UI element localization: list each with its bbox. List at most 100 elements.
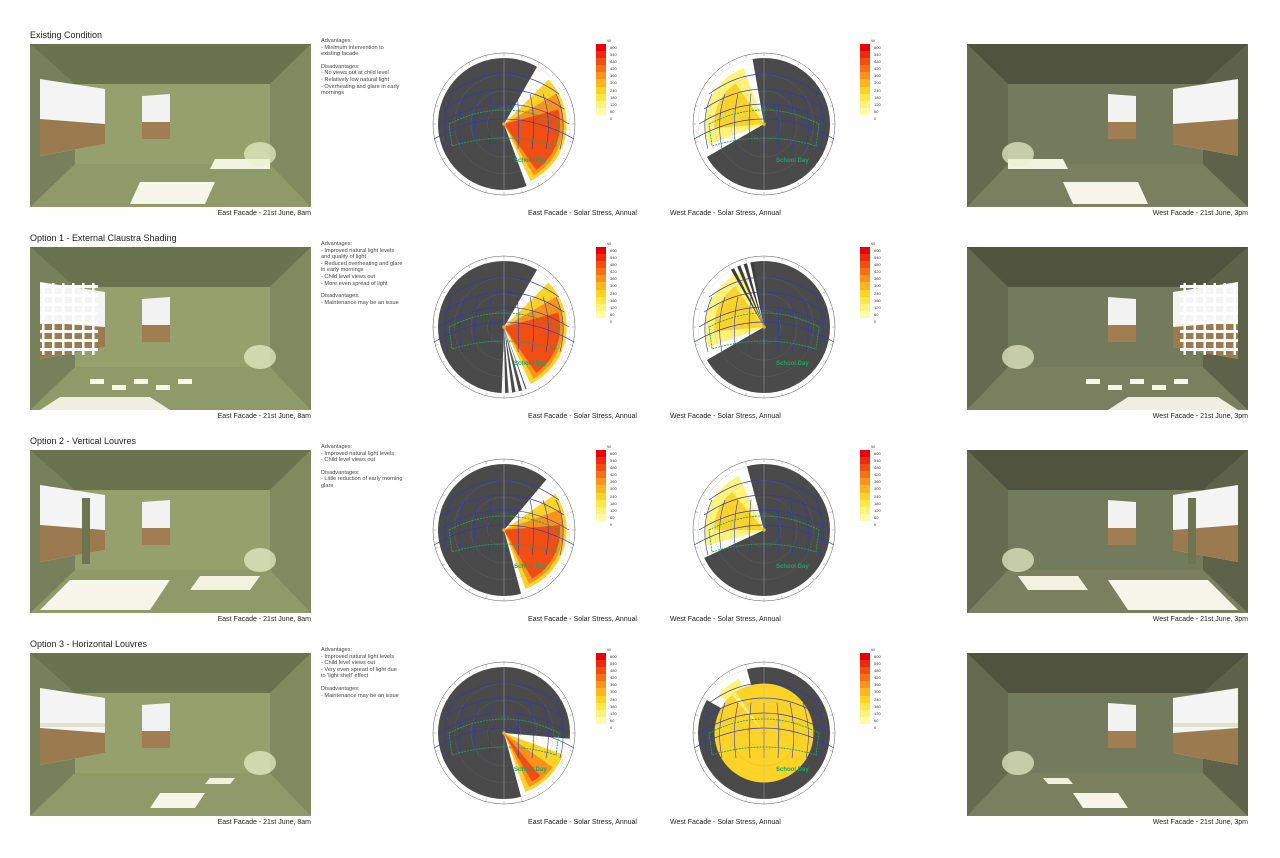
tick <box>797 791 800 795</box>
east-diagram-caption: East Facade - Solar Stress, Annual <box>528 616 637 623</box>
hour-line <box>529 296 534 353</box>
east-legend: W 600 540 480 420 360 300 240 180 120 60 0 <box>596 38 622 123</box>
legend-value: 240 <box>874 493 881 499</box>
hour-line <box>719 93 726 150</box>
legend-swatch: 300 <box>596 282 617 290</box>
tick <box>569 511 573 513</box>
sun-path-chart: School Day <box>692 458 836 602</box>
side-wall <box>270 653 311 816</box>
school-day-region <box>708 515 820 553</box>
sun-path-chart: School Day <box>692 52 836 196</box>
west-diagram-caption: West Facade - Solar Stress, Annual <box>670 210 781 217</box>
room-render <box>967 450 1248 613</box>
notes: Advantages: - Improved natural light leve… <box>321 647 403 699</box>
back-wall <box>75 84 270 164</box>
tick <box>453 374 457 378</box>
east-render-caption: East Facade - 21st June, 8am <box>217 210 311 217</box>
legend-value: 480 <box>610 262 617 268</box>
legend-swatch: 240 <box>860 492 881 500</box>
legend-swatch: 120 <box>596 506 617 514</box>
legend-value: 600 <box>610 451 617 456</box>
tick <box>537 265 540 269</box>
tick <box>551 577 555 581</box>
tick <box>829 105 833 107</box>
tick <box>745 798 747 802</box>
back-wall <box>75 693 270 773</box>
tick <box>745 595 747 599</box>
room-render <box>30 44 311 207</box>
sunlight-patch <box>40 723 235 808</box>
legend-unit: W <box>607 647 611 652</box>
tick <box>551 374 555 378</box>
legend-value: 240 <box>874 290 881 296</box>
legend-value: 360 <box>874 479 881 485</box>
tick <box>435 141 439 143</box>
tick <box>797 182 800 186</box>
room-render <box>967 44 1248 207</box>
window <box>40 79 170 156</box>
tick <box>551 682 555 686</box>
hour-line <box>488 499 492 556</box>
back-wall <box>1008 490 1203 570</box>
tick <box>468 468 471 472</box>
tick <box>468 62 471 66</box>
legend-value: 600 <box>874 451 881 456</box>
room-render <box>30 450 311 613</box>
tick <box>728 182 731 186</box>
tick <box>713 780 717 784</box>
note-line: - Improved natural light levels and qual… <box>321 247 395 261</box>
hour-line <box>719 702 726 759</box>
tick <box>781 461 783 465</box>
glow <box>1002 142 1034 166</box>
hour-line <box>734 93 739 150</box>
legend-swatch: 600 <box>860 450 881 458</box>
tick <box>562 494 566 497</box>
claustra-shadow <box>737 265 764 327</box>
school-day-region <box>708 109 820 147</box>
hour-line <box>748 296 752 353</box>
legend-value: 600 <box>610 248 617 253</box>
legend-swatch: 180 <box>860 296 881 304</box>
option-row-horizontal-louvres: Option 3 - Horizontal Louvres East Facad… <box>0 639 1280 844</box>
legend-value: 360 <box>610 479 617 485</box>
tick <box>537 385 540 389</box>
legend-swatch: 240 <box>596 86 617 94</box>
tick <box>702 88 706 91</box>
tick <box>521 664 523 668</box>
legend-swatch: 300 <box>596 688 617 696</box>
legend-swatch: 240 <box>596 289 617 297</box>
claustra-gap <box>504 327 532 389</box>
east-solar-diagram: School Day <box>424 653 584 813</box>
east-legend: W 600 540 480 420 360 300 240 180 120 60 0 <box>596 444 622 529</box>
east-diagram-caption: East Facade - Solar Stress, Annual <box>528 819 637 826</box>
tick <box>728 588 731 592</box>
legend-value: 60 <box>874 717 879 723</box>
room-render <box>30 247 311 410</box>
legend-swatch: 0 <box>596 317 612 326</box>
legend-swatch: 540 <box>860 660 881 668</box>
back-wall <box>1008 693 1203 773</box>
altitude-ring <box>470 496 538 564</box>
legend-swatch: 240 <box>860 695 881 703</box>
hour-line <box>704 296 713 353</box>
tick <box>745 258 747 262</box>
hour-line <box>719 499 726 556</box>
claustra-gap <box>504 327 526 391</box>
legend-value: 540 <box>874 458 881 464</box>
east-render <box>30 450 311 613</box>
legend-value: 240 <box>874 696 881 702</box>
stress-high <box>504 733 541 782</box>
legend-value: 60 <box>610 717 615 723</box>
tick <box>811 479 815 483</box>
tick <box>485 392 487 396</box>
tick <box>829 714 833 716</box>
legend-value: 420 <box>874 66 881 72</box>
legend-value: 300 <box>874 283 881 289</box>
tick <box>442 88 446 91</box>
sunlight-patch <box>1043 723 1238 808</box>
hour-line <box>555 499 564 556</box>
tick <box>537 62 540 66</box>
legend-swatch: 480 <box>596 667 617 675</box>
legend-value: 600 <box>874 248 881 253</box>
east-render <box>30 247 311 410</box>
